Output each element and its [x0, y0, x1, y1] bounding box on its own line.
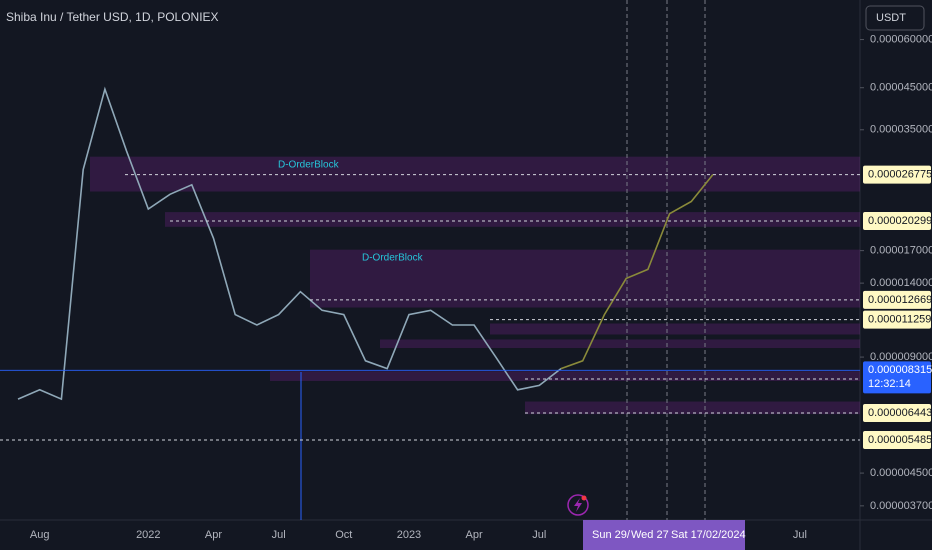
order-block [380, 339, 860, 349]
chart-title: Shiba Inu / Tether USD, 1D, POLONIEX [6, 10, 219, 24]
x-tick-label: 2022 [136, 529, 160, 541]
x-tick-label: Oct [335, 529, 352, 541]
y-tick-label: 0.000014000 [870, 277, 932, 289]
icon-bolt[interactable] [574, 498, 582, 512]
y-tick-label: 0.000003700 [870, 500, 932, 512]
price-line [560, 173, 714, 370]
level-label: 0.000026775 [868, 169, 932, 181]
x-tick-label: Jul [532, 529, 546, 541]
x-tick-label: Apr [466, 529, 483, 541]
y-tick-label: 0.000009000 [870, 351, 932, 363]
x-tick-label: Jul [793, 529, 807, 541]
order-block [165, 212, 860, 227]
level-tag [863, 430, 931, 449]
x-tick-label: Aug [30, 529, 50, 541]
level-tag [863, 290, 931, 309]
y-tick-label: 0.000004500 [870, 467, 932, 479]
cursor-date-box [583, 520, 745, 550]
x-tick-label: Jul [272, 529, 286, 541]
price-line [17, 86, 562, 401]
level-label: 0.000012669 [868, 294, 932, 306]
current-price-tag [863, 361, 931, 394]
zone-label: D-OrderBlock [278, 159, 340, 170]
level-tag [863, 310, 931, 329]
level-tag [863, 211, 931, 230]
order-block [490, 323, 860, 335]
zone-label: D-OrderBlock [362, 252, 424, 263]
y-tick-label: 0.000035000 [870, 124, 932, 136]
cursor-date: Wed 27 [631, 529, 669, 541]
x-tick-label: 2023 [397, 529, 421, 541]
level-tag [863, 165, 931, 184]
order-block [310, 249, 860, 308]
level-tag [863, 404, 931, 423]
order-block [270, 371, 860, 382]
cursor-date: Sat 17/02/2024 [671, 529, 746, 541]
alert-icon[interactable] [567, 494, 589, 516]
currency[interactable]: USDT [876, 12, 906, 24]
order-block [525, 401, 860, 415]
level-label: 0.000005485 [868, 434, 932, 446]
y-tick-label: 0.000017000 [870, 245, 932, 257]
cursor-date: Sun 29/ [592, 529, 631, 541]
y-tick-label: 0.000060000 [870, 33, 932, 45]
level-label: 0.000011259 [868, 314, 931, 326]
level-label: 0.000020299 [868, 215, 932, 227]
icon-ring[interactable] [567, 494, 589, 516]
x-tick-label: Apr [205, 529, 222, 541]
level-label: 0.000006443 [868, 407, 932, 419]
icon-dot[interactable] [581, 495, 587, 501]
y-tick-label: 0.000045000 [870, 82, 932, 94]
countdown: 12:32:14 [868, 378, 911, 390]
currency-button[interactable] [865, 5, 925, 31]
current-price-label: 0.000008315 [868, 364, 932, 376]
